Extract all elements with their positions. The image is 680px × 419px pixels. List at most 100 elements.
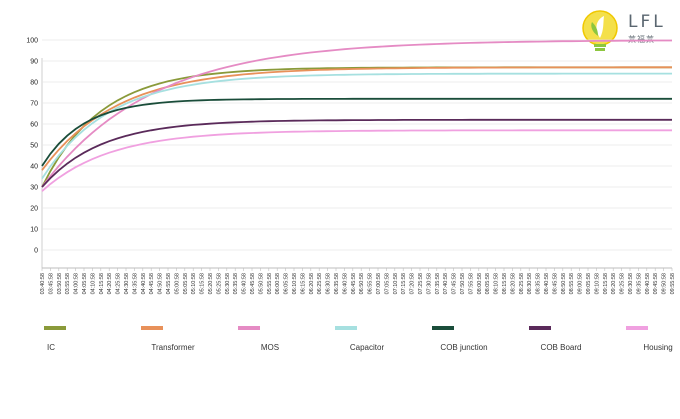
x-tick-label: 05:10:58 [191,273,197,294]
series-line-mos [41,39,672,188]
series-line-housing [41,129,672,192]
x-tick-label: 09:05:58 [586,273,592,294]
x-tick-label: 03:45:58 [48,273,54,294]
x-tick-label: 03:50:58 [57,273,63,294]
series-line-cob-junction [41,97,672,167]
x-tick-label: 04:05:58 [82,273,88,294]
x-tick-label: 07:15:58 [401,273,407,294]
x-tick-label: 07:20:58 [410,273,416,294]
x-axis: 03:40:58 03:45:58 03:50:58 03:55:58 04:00:58… [40,268,676,294]
x-tick-label: 05:25:58 [216,273,222,294]
x-tick-label: 09:50:58 [662,273,668,294]
legend-swatch-ic [44,326,66,330]
x-tick-label: 08:05:58 [485,273,491,294]
x-tick-label: 06:30:58 [326,273,332,294]
x-tick-label: 07:05:58 [384,273,390,294]
y-tick-label: 10 [30,227,38,234]
x-tick-label: 08:35:58 [536,273,542,294]
x-tick-label: 09:45:58 [653,273,659,294]
x-tick-label: 04:30:58 [124,273,130,294]
x-tick-label: 07:45:58 [452,273,458,294]
x-tick-label: 04:15:58 [99,273,105,294]
x-tick-label: 04:45:58 [149,273,155,294]
x-tick-label: 06:05:58 [284,273,290,294]
x-tick-label: 08:15:58 [502,273,508,294]
x-tick-label: 09:30:58 [628,273,634,294]
x-tick-label: 07:25:58 [418,273,424,294]
lfl-logo [574,8,674,54]
y-tick-label: 30 [30,185,38,192]
x-tick-label: 07:00:58 [376,273,382,294]
y-tick-label: 0 [34,248,38,255]
x-tick-label: 05:40:58 [242,273,248,294]
x-tick-label: 09:40:58 [645,273,651,294]
x-tick-label: 08:55:58 [569,273,575,294]
x-tick-label: 04:10:58 [90,273,96,294]
x-tick-label: 04:00:58 [74,273,80,294]
x-tick-label: 03:40:58 [40,273,46,294]
legend-label-ic: IC [47,343,55,352]
y-axis: 0 10 20 30 40 50 60 70 80 90 100 [26,38,38,255]
legend-swatch-capacitor [335,326,357,330]
y-tick-label: 90 [30,59,38,66]
x-tick-label: 04:40:58 [141,273,147,294]
x-tick-label: 08:45:58 [552,273,558,294]
legend-label-housing: Housing [643,343,672,352]
series-line-transformer [41,66,672,171]
x-tick-label: 08:40:58 [544,273,550,294]
x-tick-label: 06:45:58 [351,273,357,294]
lightbulb-leaf-icon [582,10,618,51]
x-tick-label: 04:20:58 [107,273,113,294]
x-tick-label: 09:35:58 [636,273,642,294]
grid-lines [41,39,672,269]
x-tick-label: 05:20:58 [208,273,214,294]
x-tick-label: 04:55:58 [166,273,172,294]
x-tick-label: 05:35:58 [233,273,239,294]
legend-swatch-cob-board [529,326,551,330]
x-tick-label: 08:20:58 [510,273,516,294]
y-tick-label: 80 [30,80,38,87]
legend-label-mos: MOS [261,343,279,352]
x-tick-label: 08:50:58 [561,273,567,294]
x-tick-label: 06:00:58 [275,273,281,294]
y-tick-label: 100 [26,38,38,45]
x-tick-label: 07:30:58 [426,273,432,294]
logo-subtext: 莱福莱 [628,35,655,44]
x-tick-label: 03:55:58 [65,273,71,294]
series-line-ic [41,66,672,188]
series-line-capacitor [41,72,672,180]
x-tick-label: 07:55:58 [468,273,474,294]
x-tick-label: 04:50:58 [158,273,164,294]
x-tick-label: 06:15:58 [300,273,306,294]
x-tick-label: 09:20:58 [611,273,617,294]
y-tick-label: 60 [30,122,38,129]
x-tick-label: 05:05:58 [183,273,189,294]
legend-swatch-cob-junction [432,326,454,330]
legend-label-cob-board: COB Board [541,343,582,352]
y-tick-label: 70 [30,101,38,108]
x-tick-label: 06:25:58 [317,273,323,294]
x-tick-label: 05:50:58 [258,273,264,294]
x-tick-label: 04:35:58 [132,273,138,294]
x-tick-label: 05:15:58 [200,273,206,294]
logo-text: LFL [628,12,666,32]
x-tick-label: 06:55:58 [368,273,374,294]
y-tick-label: 40 [30,164,38,171]
legend-label-capacitor: Capacitor [350,343,385,352]
x-tick-label: 08:25:58 [519,273,525,294]
x-tick-label: 05:00:58 [174,273,180,294]
x-tick-label: 06:40:58 [342,273,348,294]
x-tick-label: 06:50:58 [359,273,365,294]
x-tick-label: 05:55:58 [267,273,273,294]
y-tick-label: 50 [30,143,38,150]
series-line-cob-board [41,118,672,188]
x-tick-label: 06:10:58 [292,273,298,294]
x-tick-label: 06:35:58 [334,273,340,294]
legend-label-cob-junction: COB junction [440,343,487,352]
x-tick-label: 07:10:58 [393,273,399,294]
legend-swatch-transformer [141,326,163,330]
x-tick-label: 08:10:58 [494,273,500,294]
x-tick-label: 04:25:58 [116,273,122,294]
x-tick-label: 09:55:58 [670,273,676,294]
